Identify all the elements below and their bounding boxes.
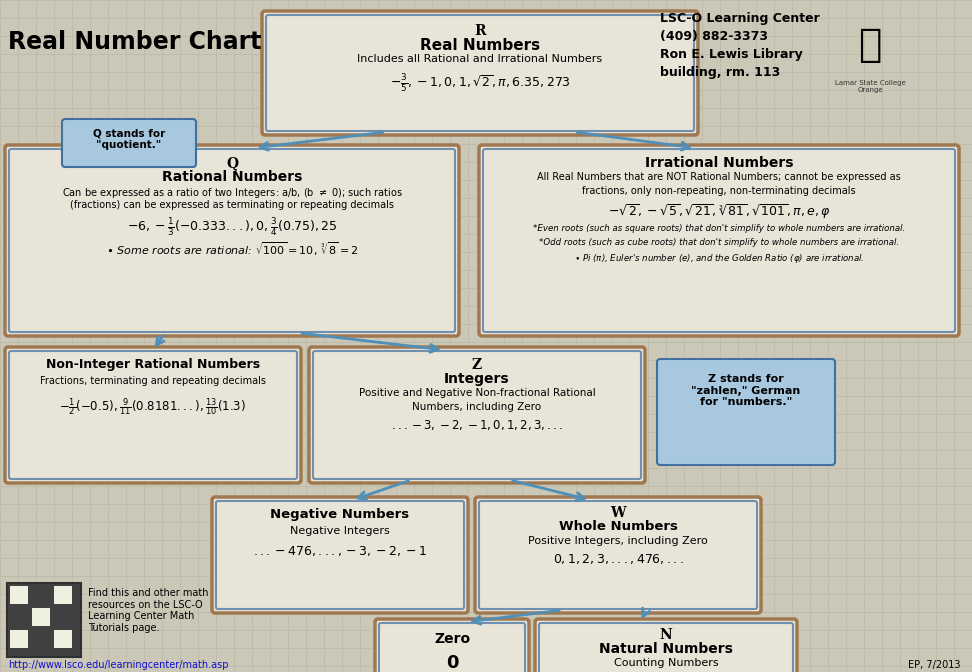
Text: *Odd roots (such as cube roots) that don't simplify to whole numbers are irratio: *Odd roots (such as cube roots) that don… <box>538 238 899 247</box>
Text: LSC-O Learning Center: LSC-O Learning Center <box>660 12 819 25</box>
Text: Lamar State College
Orange: Lamar State College Orange <box>835 80 905 93</box>
Text: Positive and Negative Non-fractional Rational: Positive and Negative Non-fractional Rat… <box>359 388 596 398</box>
Text: fractions, only non-repeating, non-terminating decimals: fractions, only non-repeating, non-termi… <box>582 186 855 196</box>
FancyBboxPatch shape <box>5 347 301 483</box>
FancyBboxPatch shape <box>10 630 28 648</box>
Text: All Real Numbers that are NOT Rational Numbers; cannot be expressed as: All Real Numbers that are NOT Rational N… <box>538 172 901 182</box>
Text: Fractions, terminating and repeating decimals: Fractions, terminating and repeating dec… <box>40 376 266 386</box>
Text: Real Number Chart: Real Number Chart <box>8 30 261 54</box>
Text: building, rm. 113: building, rm. 113 <box>660 66 781 79</box>
FancyBboxPatch shape <box>32 608 50 626</box>
FancyBboxPatch shape <box>54 630 72 648</box>
FancyBboxPatch shape <box>479 145 959 336</box>
Text: Z stands for
"zahlen," German
for "numbers.": Z stands for "zahlen," German for "numbe… <box>691 374 801 407</box>
Text: Q stands for
"quotient.": Q stands for "quotient." <box>93 128 165 150</box>
FancyBboxPatch shape <box>657 359 835 465</box>
Text: Zero: Zero <box>434 632 470 646</box>
Text: Can be expressed as a ratio of two Integers: a/b, (b $\neq$ 0); such ratios: Can be expressed as a ratio of two Integ… <box>61 186 402 200</box>
Text: $-\frac{1}{2}(-0.5),\frac{9}{11}(0.8181...),\frac{13}{10}(1.3)$: $-\frac{1}{2}(-0.5),\frac{9}{11}(0.8181.… <box>59 396 247 418</box>
Text: Real Numbers: Real Numbers <box>420 38 540 53</box>
Text: Z: Z <box>472 358 482 372</box>
FancyBboxPatch shape <box>262 11 698 135</box>
Text: Negative Integers: Negative Integers <box>290 526 390 536</box>
Text: $0,1,2,3,...,476,...$: $0,1,2,3,...,476,...$ <box>553 552 683 566</box>
Text: $\bullet$ Some roots are rational: $\sqrt{100}=10,\,\sqrt[3]{8}=2$: $\bullet$ Some roots are rational: $\sqr… <box>106 240 359 257</box>
Text: (fractions) can be expressed as terminating or repeating decimals: (fractions) can be expressed as terminat… <box>70 200 394 210</box>
Text: $-\sqrt{2},-\sqrt{5},\sqrt{21},\sqrt[3]{81},\sqrt{101},\pi,e,\varphi$: $-\sqrt{2},-\sqrt{5},\sqrt{21},\sqrt[3]{… <box>608 202 830 220</box>
Text: $...-476,...,-3,-2,-1$: $...-476,...,-3,-2,-1$ <box>253 544 427 558</box>
Text: Negative Numbers: Negative Numbers <box>270 508 409 521</box>
Text: Ron E. Lewis Library: Ron E. Lewis Library <box>660 48 803 61</box>
Text: EP, 7/2013: EP, 7/2013 <box>908 660 960 670</box>
FancyBboxPatch shape <box>54 586 72 604</box>
Text: Includes all Rational and Irrational Numbers: Includes all Rational and Irrational Num… <box>358 54 603 64</box>
Text: Non-Integer Rational Numbers: Non-Integer Rational Numbers <box>46 358 260 371</box>
Text: Q: Q <box>226 156 238 170</box>
Text: Positive Integers, including Zero: Positive Integers, including Zero <box>528 536 708 546</box>
Text: N: N <box>660 628 673 642</box>
Text: Whole Numbers: Whole Numbers <box>559 520 677 533</box>
Text: *Even roots (such as square roots) that don't simplify to whole numbers are irra: *Even roots (such as square roots) that … <box>533 224 905 233</box>
Text: $-\frac{3}{5},-1,0,1,\sqrt{2},\pi,6.35,273$: $-\frac{3}{5},-1,0,1,\sqrt{2},\pi,6.35,2… <box>390 72 571 94</box>
FancyBboxPatch shape <box>62 119 196 167</box>
Text: Rational Numbers: Rational Numbers <box>161 170 302 184</box>
Text: 0: 0 <box>446 654 458 672</box>
FancyBboxPatch shape <box>535 619 797 672</box>
Text: Numbers, including Zero: Numbers, including Zero <box>412 402 541 412</box>
FancyBboxPatch shape <box>212 497 468 613</box>
FancyBboxPatch shape <box>475 497 761 613</box>
Text: $-6,-\frac{1}{3}(-0.333...),0,\frac{3}{4}(0.75),25$: $-6,-\frac{1}{3}(-0.333...),0,\frac{3}{4… <box>127 216 337 238</box>
Text: Natural Numbers: Natural Numbers <box>599 642 733 656</box>
Text: 🌳: 🌳 <box>858 26 882 64</box>
Text: W: W <box>610 506 626 520</box>
FancyBboxPatch shape <box>309 347 645 483</box>
FancyBboxPatch shape <box>5 145 459 336</box>
FancyBboxPatch shape <box>375 619 529 672</box>
Text: $\bullet$ Pi ($\pi$), Euler's number (e), and the Golden Ratio ($\varphi$) are i: $\bullet$ Pi ($\pi$), Euler's number (e)… <box>573 252 864 265</box>
Text: R: R <box>474 24 486 38</box>
FancyBboxPatch shape <box>7 583 81 657</box>
Text: http://www.lsco.edu/learningcenter/math.asp: http://www.lsco.edu/learningcenter/math.… <box>8 660 228 670</box>
Text: Irrational Numbers: Irrational Numbers <box>644 156 793 170</box>
Text: Integers: Integers <box>444 372 509 386</box>
Text: (409) 882-3373: (409) 882-3373 <box>660 30 768 43</box>
FancyBboxPatch shape <box>10 586 28 604</box>
Text: Find this and other math
resources on the LSC-O
Learning Center Math
Tutorials p: Find this and other math resources on th… <box>88 588 209 633</box>
Text: $...-3,-2,-1,0,1,2,3,...$: $...-3,-2,-1,0,1,2,3,...$ <box>391 418 563 432</box>
Text: Counting Numbers: Counting Numbers <box>613 658 718 668</box>
